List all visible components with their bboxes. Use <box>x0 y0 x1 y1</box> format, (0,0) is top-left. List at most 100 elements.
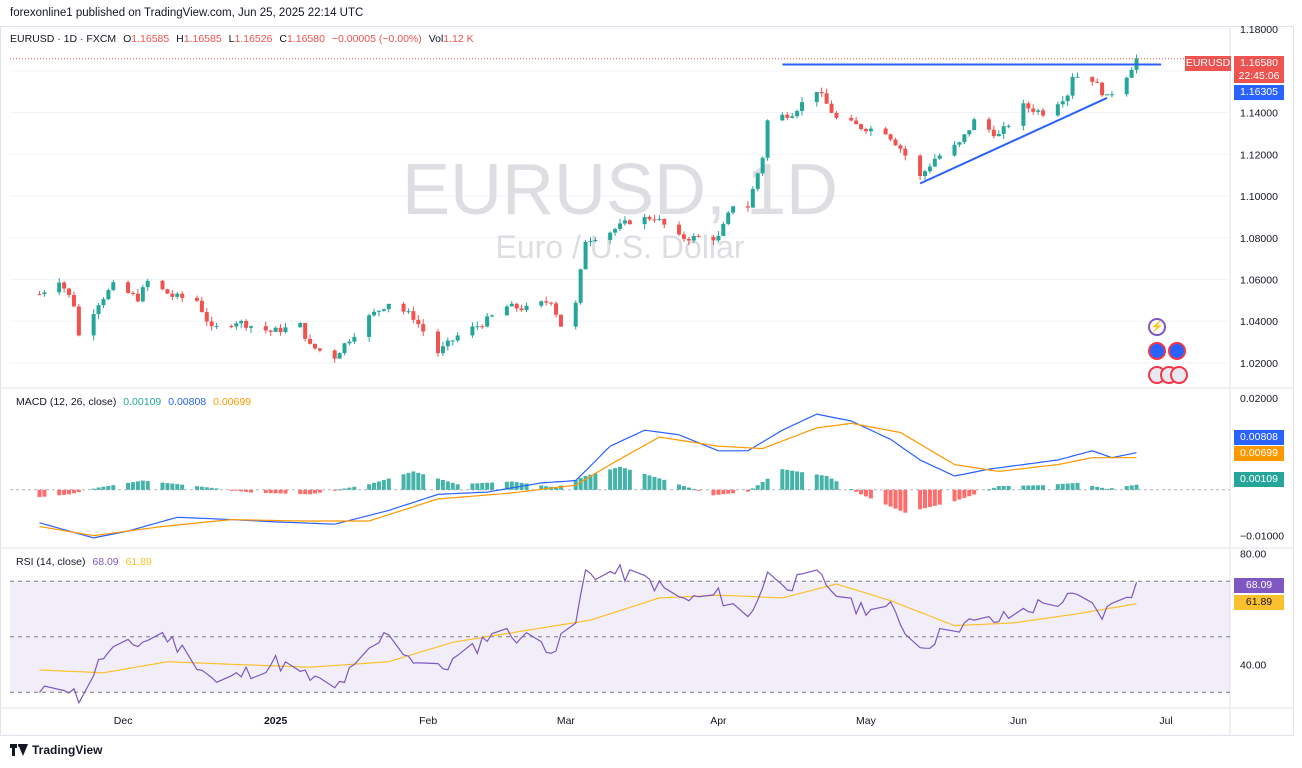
signal-line <box>39 422 1137 537</box>
histogram-bar <box>435 478 440 490</box>
calendar-event-icon[interactable] <box>1148 342 1166 360</box>
candle-up <box>657 218 662 220</box>
candle-up <box>952 144 957 156</box>
histogram-bar <box>750 488 755 490</box>
histogram-bar <box>1026 485 1031 490</box>
histogram-bar <box>785 469 790 490</box>
calendar-event-icon[interactable] <box>1168 342 1186 360</box>
candle-down <box>263 326 268 331</box>
histogram-bar <box>504 481 509 490</box>
histogram-bar <box>401 474 406 490</box>
candle-down <box>677 224 682 235</box>
candle-up <box>760 157 765 174</box>
candle-up <box>996 134 1001 137</box>
histogram-bar <box>1001 486 1006 490</box>
candle-up <box>1006 125 1011 127</box>
histogram-bar <box>303 489 308 495</box>
histogram-bar <box>480 483 485 490</box>
candle-down <box>849 117 854 121</box>
chart-frame <box>0 26 1294 736</box>
histogram-bar <box>485 482 490 490</box>
histogram-bar <box>298 489 303 495</box>
candle-down <box>130 292 135 294</box>
histogram-bar <box>898 489 903 511</box>
histogram-bar <box>1105 488 1110 490</box>
histogram-bar <box>229 489 234 491</box>
histogram-bar <box>347 487 352 490</box>
x-tick-label: Jun <box>1010 715 1027 727</box>
histogram-bar <box>991 487 996 490</box>
candle-up <box>1036 110 1041 112</box>
candle-down <box>62 282 67 289</box>
rsi-title: RSI (14, close) <box>16 556 86 568</box>
histogram-bar <box>726 489 731 494</box>
histogram-bar <box>455 484 460 490</box>
histogram-bar <box>588 474 593 490</box>
candle-down <box>859 124 864 130</box>
x-tick-label: Jul <box>1159 715 1172 727</box>
histogram-bar <box>1090 485 1095 490</box>
histogram-bar <box>91 488 96 490</box>
candle-down <box>986 119 991 130</box>
histogram-bar <box>996 486 1001 490</box>
candle-up <box>731 206 736 213</box>
candle-down <box>544 301 549 303</box>
y-tick-label: 1.18000 <box>1240 24 1278 36</box>
histogram-bar <box>209 487 214 490</box>
candle-up <box>1124 77 1129 95</box>
histogram-bar <box>849 489 854 491</box>
histogram-bar <box>440 479 445 490</box>
volume-value: 1.12 K <box>443 33 474 45</box>
histogram-bar <box>62 489 67 495</box>
candle-down <box>647 216 652 220</box>
flag-event-icon[interactable] <box>1170 366 1188 384</box>
candle-up <box>1105 94 1110 96</box>
candle-up <box>608 232 613 240</box>
histogram-bar <box>101 486 106 490</box>
histogram-bar <box>367 484 372 490</box>
symbol-tag: EURUSD <box>1185 56 1231 71</box>
histogram-bar <box>76 489 81 493</box>
histogram-bar <box>249 489 254 493</box>
histogram-bar <box>593 473 598 490</box>
candle-up <box>57 282 62 293</box>
candle-down <box>918 155 923 176</box>
candle-down <box>558 314 563 327</box>
candle-down <box>194 297 199 301</box>
histogram-bar <box>372 482 377 490</box>
macd-legend: MACD (12, 26, close) 0.00109 0.00808 0.0… <box>16 396 255 408</box>
histogram-bar <box>1095 486 1100 490</box>
candle-up <box>406 311 411 313</box>
open-value: 1.16585 <box>131 33 170 45</box>
histogram-bar <box>608 469 613 490</box>
candle-up <box>967 130 972 135</box>
candle-down <box>303 322 308 339</box>
candle-up <box>1065 95 1070 102</box>
candle-down <box>278 327 283 333</box>
lightning-icon[interactable]: ⚡ <box>1148 318 1166 336</box>
candle-up <box>800 102 805 111</box>
candle-up <box>721 223 726 236</box>
candle-down <box>1031 108 1036 112</box>
candle-down <box>854 120 859 125</box>
footer-brand[interactable]: TradingView <box>10 743 102 757</box>
candle-down <box>435 331 440 354</box>
histogram-bar <box>194 486 199 490</box>
candle-up <box>622 220 627 224</box>
candle-up <box>352 336 357 342</box>
candle-up <box>588 240 593 242</box>
candle-up <box>298 322 303 328</box>
candle-up <box>1055 104 1060 116</box>
candle-up <box>642 216 647 225</box>
close-value: 1.16580 <box>286 33 325 45</box>
candle-up <box>111 282 116 291</box>
candle-up <box>593 239 598 241</box>
y-tick-label: 1.12000 <box>1240 149 1278 161</box>
histogram-bar <box>647 475 652 490</box>
histogram-bar <box>204 487 209 490</box>
histogram-bar <box>677 484 682 490</box>
histogram-bar <box>957 489 962 500</box>
histogram-bar <box>239 489 244 492</box>
candle-up <box>618 223 622 229</box>
